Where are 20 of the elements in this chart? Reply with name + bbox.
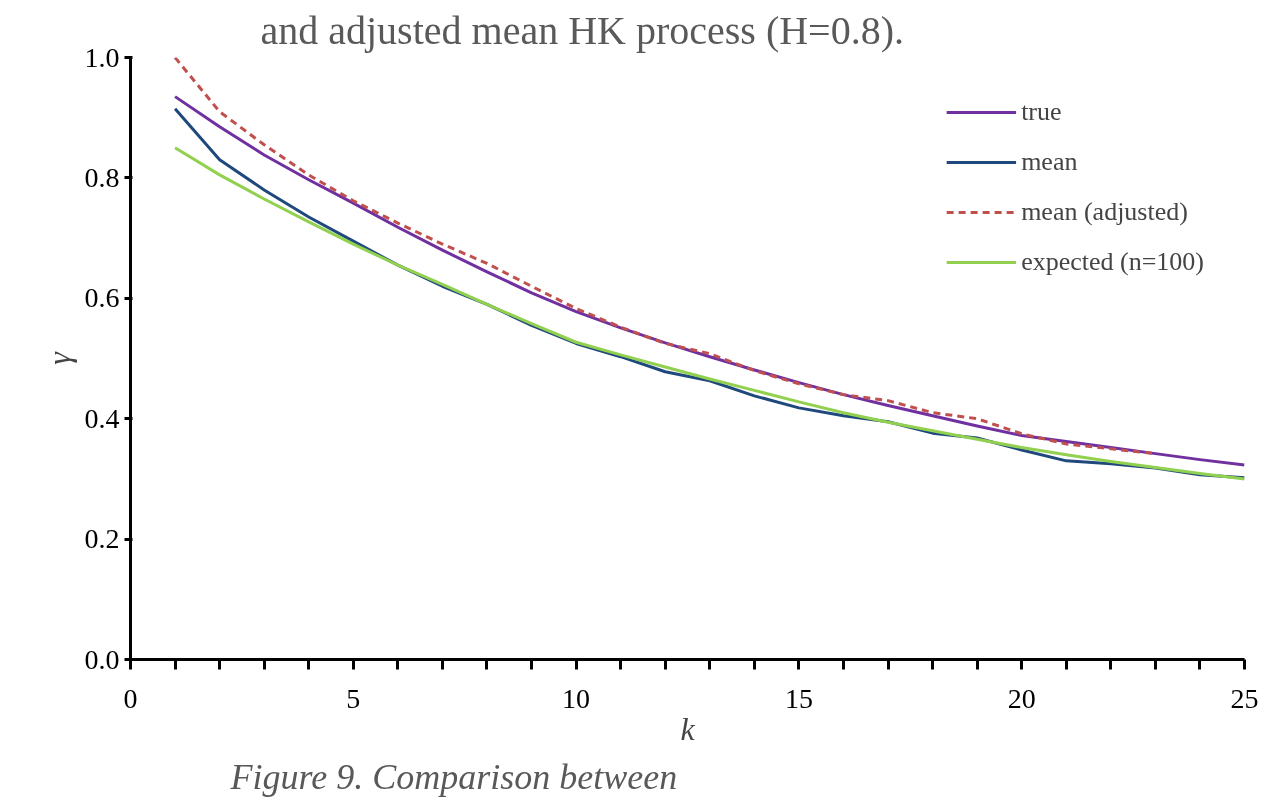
legend-label: true xyxy=(1021,97,1062,127)
y-axis-title: γ xyxy=(40,350,77,365)
legend-label: mean xyxy=(1021,147,1078,177)
x-tick-label: 25 xyxy=(1230,682,1259,714)
x-tick-label: 0 xyxy=(123,682,138,714)
x-tick-label: 10 xyxy=(562,682,591,714)
x-tick-label: 15 xyxy=(784,682,813,714)
y-tick-label: 1.0 xyxy=(84,41,120,73)
legend-label: expected (n=100) xyxy=(1021,247,1204,277)
caption: Figure 9. Comparison between xyxy=(229,756,678,797)
chart-title: and adjusted mean HK process (H=0.8). xyxy=(260,7,904,53)
legend-label: mean (adjusted) xyxy=(1021,197,1188,227)
y-tick-label: 0.4 xyxy=(84,402,120,434)
x-tick-label: 5 xyxy=(346,682,361,714)
y-tick-label: 0.2 xyxy=(84,523,120,555)
y-tick-label: 0.6 xyxy=(84,282,120,314)
x-tick-label: 20 xyxy=(1007,682,1036,714)
y-tick-label: 0.8 xyxy=(84,161,120,193)
x-axis-title: k xyxy=(680,710,696,747)
y-tick-label: 0.0 xyxy=(84,643,120,675)
